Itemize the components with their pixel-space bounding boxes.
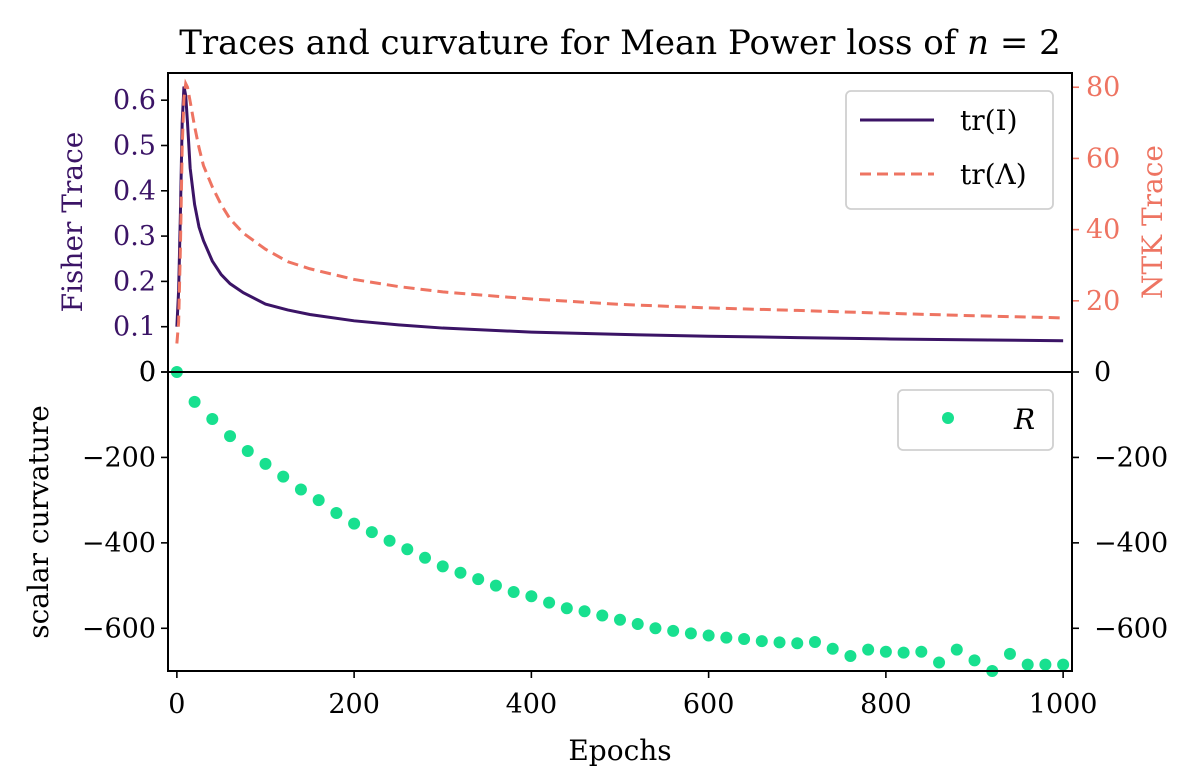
curvature-point <box>241 445 254 458</box>
curvature-point <box>383 534 396 547</box>
curvature-right-ytick-label: −400 <box>1094 528 1168 559</box>
curvature-point <box>206 412 219 425</box>
curvature-point <box>365 526 378 539</box>
curvature-point <box>826 642 839 655</box>
epochs-xtick-label: 0 <box>168 689 185 720</box>
curvature-point <box>614 613 626 626</box>
curvature-point <box>773 636 786 649</box>
curvature-point <box>649 622 662 635</box>
curvature-point <box>596 609 609 622</box>
bottom-panel-frame <box>167 371 1073 672</box>
bottom-legend-box <box>897 389 1054 451</box>
curvature-point <box>277 470 290 483</box>
top-legend: tr(I) tr(Λ) <box>845 90 1054 210</box>
ntk-ytick-label: 40 <box>1086 215 1120 246</box>
curvature-point <box>1039 658 1052 671</box>
fisher-ytick-label: 0.5 <box>113 130 156 161</box>
curvature-point <box>720 631 733 644</box>
curvature-point <box>631 618 644 631</box>
curvature-ytick-label: −400 <box>82 528 156 559</box>
fisher-ytick-label: 0.3 <box>113 221 156 252</box>
legend-marker-r <box>942 412 954 424</box>
epochs-xtick-label: 600 <box>683 689 735 720</box>
fisher-ytick-label: 0.4 <box>113 176 156 207</box>
curvature-point <box>507 585 520 598</box>
fisher-trace-axis-label: Fisher Trace <box>56 132 89 313</box>
curvature-point <box>1057 658 1070 671</box>
ntk-ytick-label: 80 <box>1086 72 1120 103</box>
curvature-ytick-label: −200 <box>82 442 156 473</box>
top-panel-ticks: 0 0.1 0.2 0.3 0.4 0.5 0.6 20 40 60 80 <box>113 72 1120 388</box>
chart-title-eq: = 2 <box>989 23 1061 63</box>
bottom-panel-ticks: 0 −200 −400 −600 0 −200 −400 −600 0 200 400 600 800 1… <box>82 357 1168 720</box>
fisher-ytick-label: 0.1 <box>113 312 156 343</box>
chart-title-prefix: Traces and curvature for Mean Power loss… <box>179 23 967 63</box>
epochs-xtick-label: 400 <box>506 689 558 720</box>
curvature-point <box>950 643 963 656</box>
curvature-point <box>702 629 715 642</box>
curvature-point <box>419 551 432 564</box>
curvature-point <box>401 543 414 556</box>
chart-title-var: n <box>967 23 989 63</box>
series-line-fisher-trace <box>175 86 1064 343</box>
curvature-point <box>844 650 857 663</box>
curvature-point <box>862 643 875 656</box>
epochs-xtick-label: 200 <box>328 689 380 720</box>
curvature-ytick-label: 0 <box>139 357 156 388</box>
scalar-curvature-axis-label: scalar curvature <box>22 405 55 639</box>
curvature-point <box>330 506 343 519</box>
curvature-point <box>294 483 307 496</box>
curvature-point <box>684 627 697 640</box>
curvature-point <box>489 579 502 592</box>
curvature-point <box>791 637 804 650</box>
fisher-ytick-label: 0 <box>139 357 156 388</box>
epochs-axis-label: Epochs <box>568 734 671 767</box>
curvature-point <box>808 635 821 648</box>
ntk-trace-axis-label: NTK Trace <box>1136 145 1169 299</box>
curvature-point <box>543 596 556 609</box>
curvature-point <box>897 646 910 659</box>
curvature-point <box>525 590 538 603</box>
bottom-panel-series <box>170 366 1070 677</box>
curvature-point <box>578 605 591 618</box>
curvature-point <box>915 645 928 658</box>
curvature-point <box>312 494 325 507</box>
legend-label-r: R <box>1013 403 1035 436</box>
legend-label-fisher: tr(I) <box>960 104 1018 137</box>
curvature-point <box>436 560 449 573</box>
top-panel-series <box>175 78 1064 344</box>
curvature-ytick-label: −600 <box>82 613 156 644</box>
curvature-point <box>755 635 768 648</box>
curvature-point <box>667 624 680 637</box>
fisher-ytick-label: 0.6 <box>113 85 156 116</box>
curvature-point <box>1003 647 1016 660</box>
legend-label-ntk: tr(Λ) <box>960 158 1027 191</box>
bottom-legend: R <box>897 389 1054 451</box>
curvature-right-ytick-label: −600 <box>1094 613 1168 644</box>
chart-title: Traces and curvature for Mean Power loss… <box>179 23 1061 63</box>
curvature-point <box>454 566 467 579</box>
curvature-point <box>1021 658 1034 671</box>
series-line-ntk-trace <box>175 78 1064 344</box>
epochs-xtick-label: 800 <box>860 689 912 720</box>
ntk-ytick-label: 60 <box>1086 143 1120 174</box>
curvature-point <box>259 457 272 470</box>
curvature-point <box>188 395 201 408</box>
curvature-point <box>879 645 892 658</box>
fisher-ytick-label: 0.2 <box>113 266 156 297</box>
curvature-right-ytick-label: −200 <box>1094 442 1168 473</box>
curvature-point <box>224 430 237 443</box>
curvature-point <box>933 656 946 669</box>
curvature-point <box>738 632 751 645</box>
curvature-point <box>472 573 485 586</box>
ntk-ytick-label: 20 <box>1086 286 1120 317</box>
curvature-point <box>968 654 981 667</box>
curvature-right-ytick-label: 0 <box>1094 357 1111 388</box>
curvature-point <box>560 602 573 615</box>
top-legend-box <box>845 90 1054 210</box>
curvature-point <box>348 517 361 530</box>
epochs-xtick-label: 1000 <box>1029 689 1098 720</box>
